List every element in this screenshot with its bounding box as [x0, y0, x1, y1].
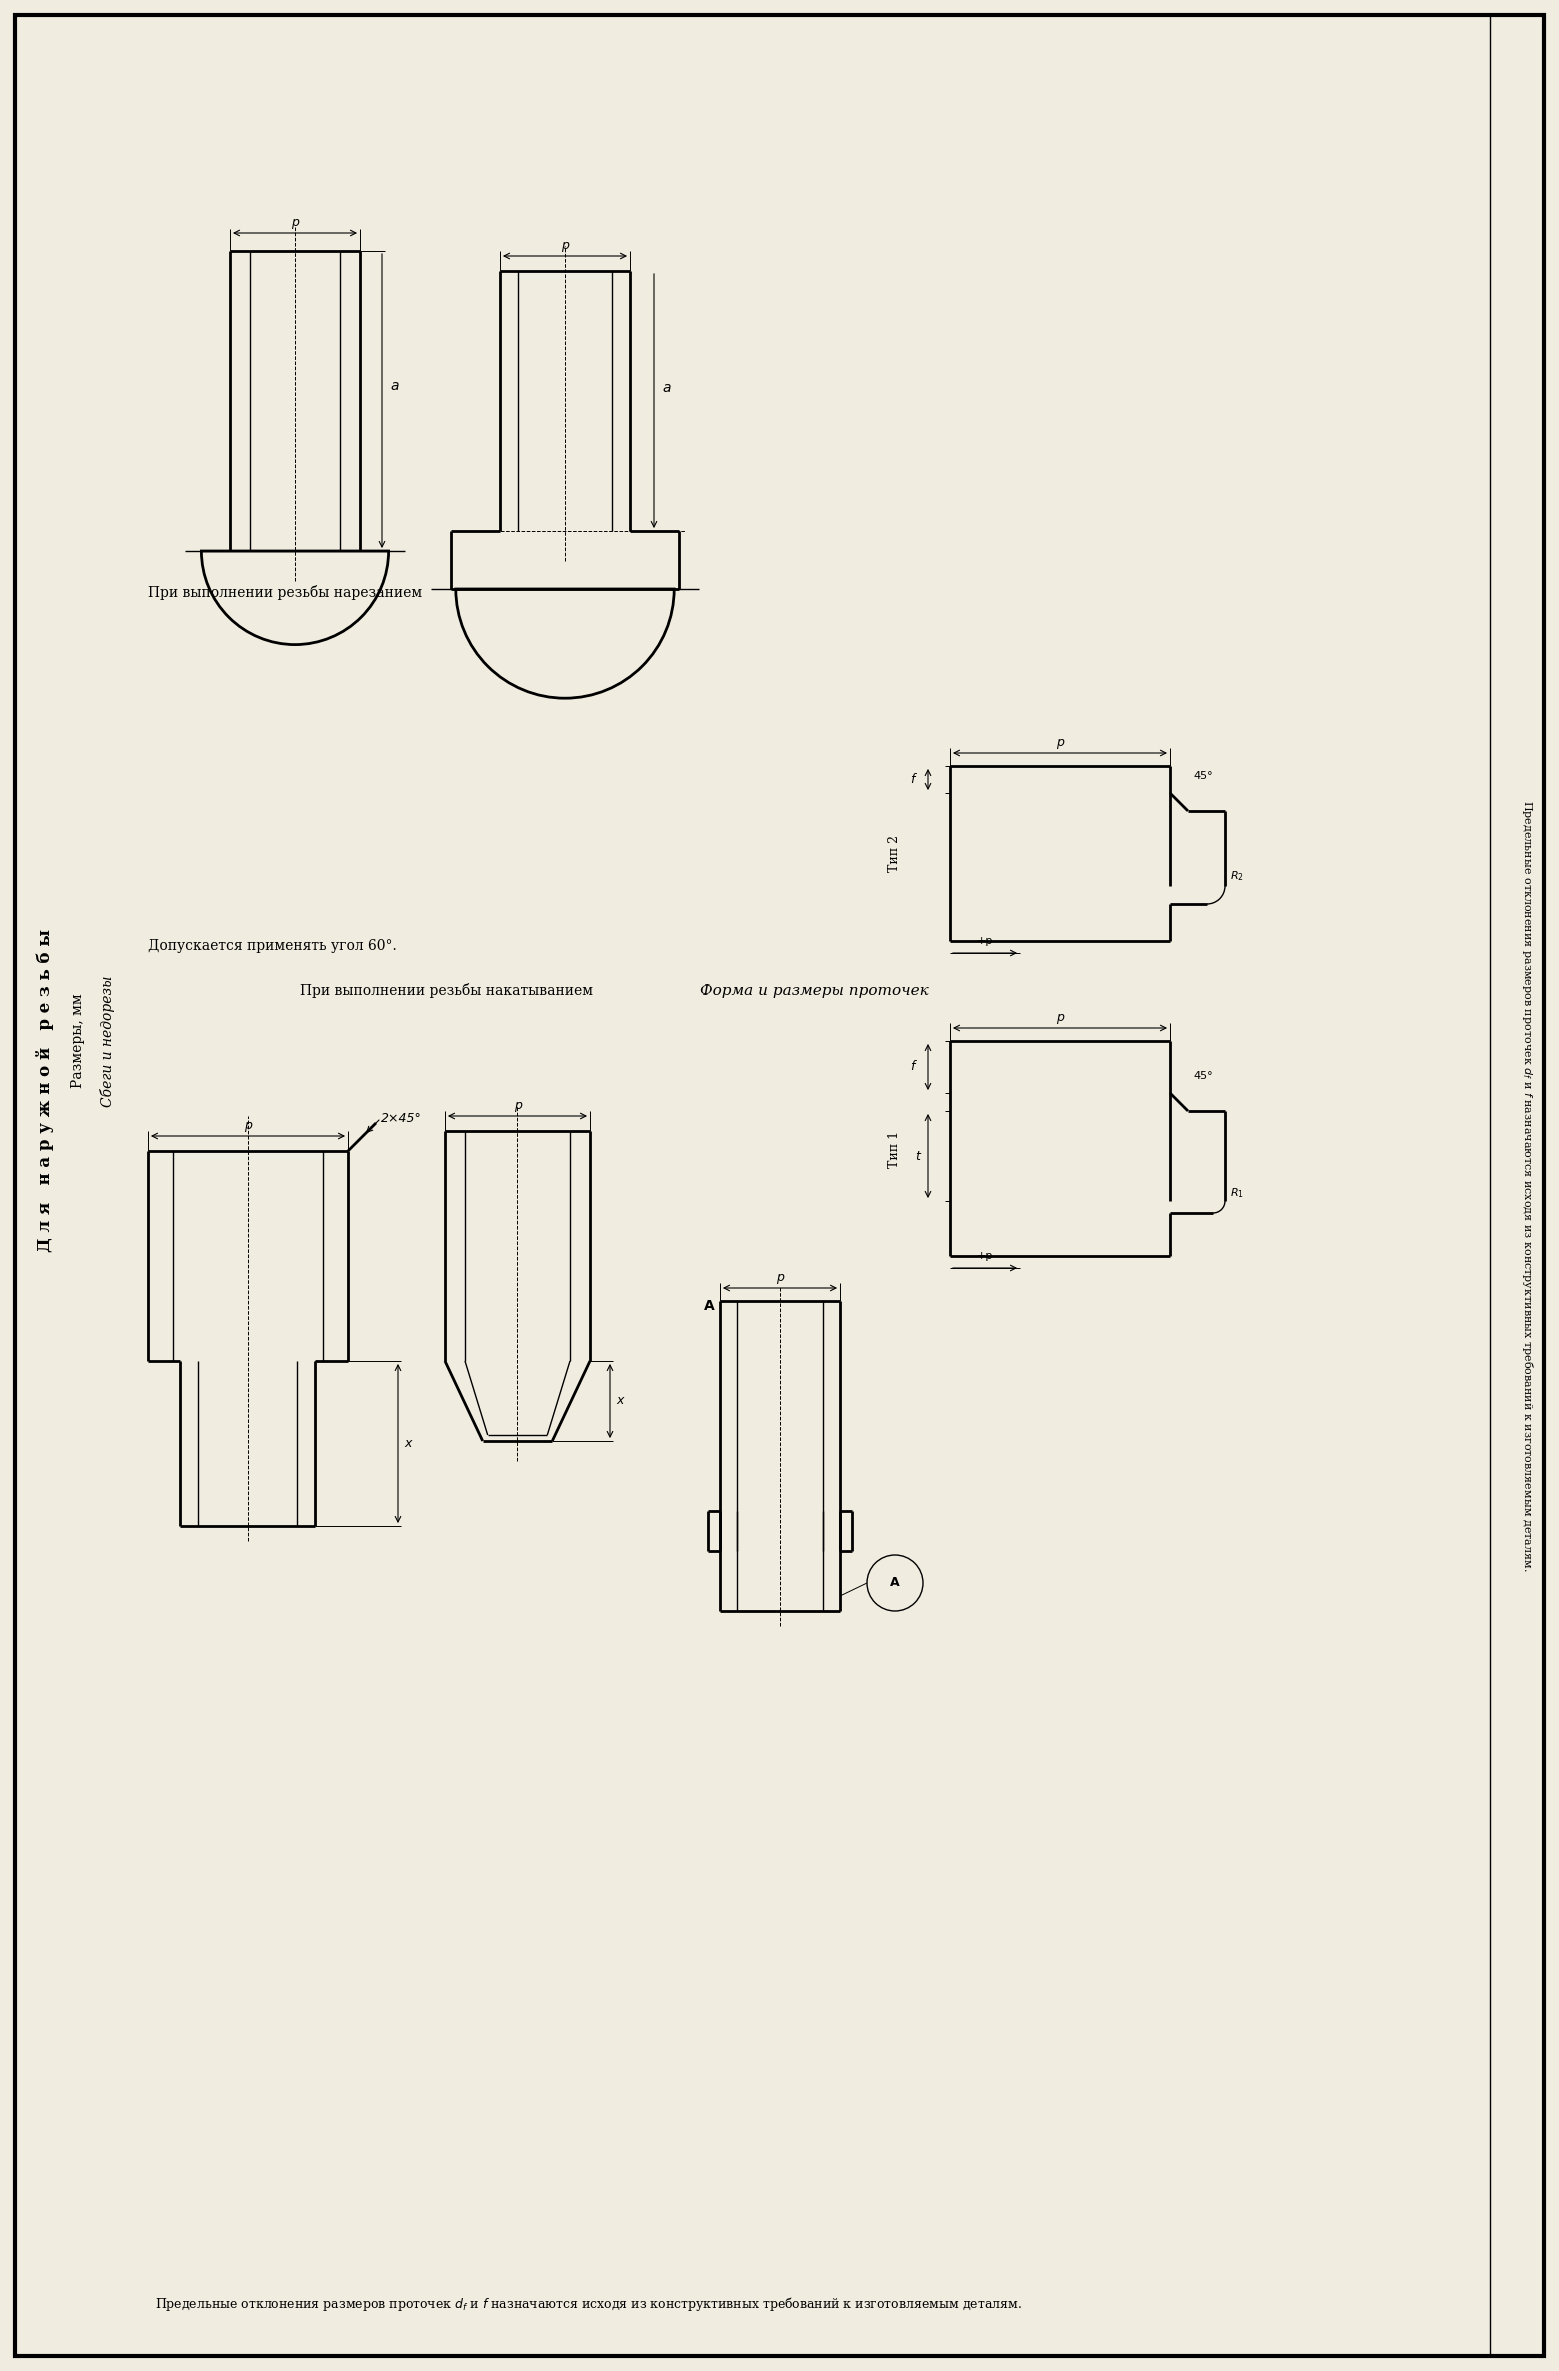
Text: A: A: [890, 1577, 900, 1589]
Text: При выполнении резьбы накатыванием: При выполнении резьбы накатыванием: [299, 984, 592, 998]
Text: t: t: [915, 1150, 920, 1162]
Text: f: f: [910, 1060, 915, 1074]
Text: x: x: [616, 1394, 624, 1408]
Text: a: a: [663, 382, 670, 396]
Text: При выполнении резьбы нарезанием: При выполнении резьбы нарезанием: [148, 586, 422, 600]
Text: a: a: [390, 379, 399, 394]
Text: $R_1$: $R_1$: [1230, 1186, 1244, 1200]
Text: p: p: [561, 239, 569, 251]
Text: Допускается применять угол 60°.: Допускается применять угол 60°.: [148, 939, 396, 953]
Text: Размеры, мм: Размеры, мм: [72, 993, 86, 1088]
Text: Д л я   н а р у ж н о й   р е з ь б ы: Д л я н а р у ж н о й р е з ь б ы: [36, 929, 55, 1252]
Text: Сбеги и недорезы: Сбеги и недорезы: [100, 974, 115, 1107]
Text: 45°: 45°: [1193, 1072, 1213, 1081]
Text: Форма и размеры проточек: Форма и размеры проточек: [700, 984, 929, 998]
Text: +p: +p: [977, 937, 993, 946]
Text: +p: +p: [977, 1252, 993, 1261]
Text: Предельные отклонения размеров проточек $d_f$ и $f$ назначаются исходя из констр: Предельные отклонения размеров проточек …: [1520, 799, 1536, 1572]
Text: p: p: [1055, 735, 1063, 749]
Text: 2×45°: 2×45°: [380, 1112, 422, 1124]
Text: $R_2$: $R_2$: [1230, 870, 1244, 882]
Text: Предельные отклонения размеров проточек $d_f$ и $f$ назначаются исходя из констр: Предельные отклонения размеров проточек …: [154, 2295, 1021, 2314]
Text: 45°: 45°: [1193, 771, 1213, 780]
Text: p: p: [245, 1119, 253, 1131]
Text: f: f: [910, 773, 915, 787]
Text: x: x: [404, 1437, 412, 1451]
Text: A: A: [705, 1299, 716, 1314]
Text: Тип 2: Тип 2: [889, 835, 901, 873]
Text: p: p: [513, 1100, 521, 1112]
Text: p: p: [776, 1271, 784, 1285]
Text: p: p: [292, 216, 299, 230]
Text: p: p: [1055, 1010, 1063, 1024]
Text: Тип 1: Тип 1: [889, 1131, 901, 1167]
